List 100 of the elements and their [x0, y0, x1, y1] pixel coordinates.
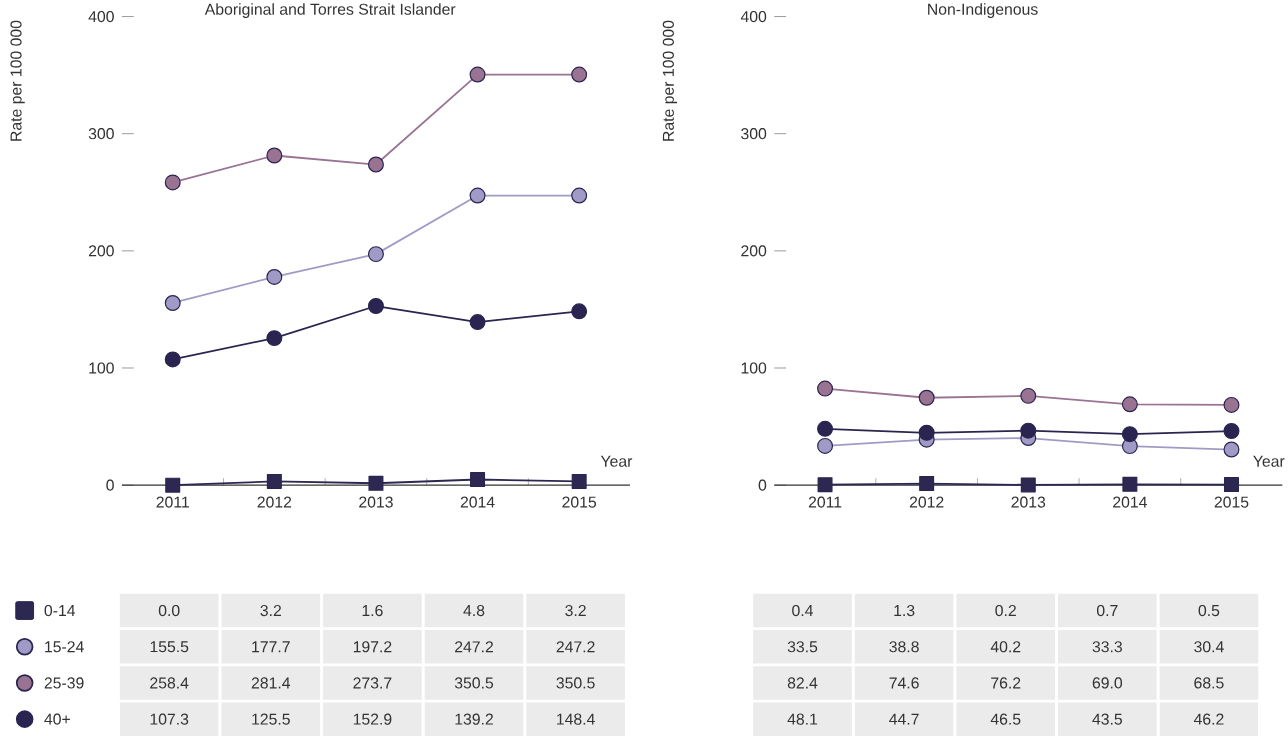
point	[817, 380, 834, 397]
legend-label: 25-39	[44, 677, 84, 689]
point	[367, 156, 384, 173]
point	[1223, 477, 1239, 493]
y-tick-label: 200	[741, 245, 767, 257]
data-label: 43.5	[1092, 713, 1123, 725]
point	[1223, 423, 1240, 440]
point	[919, 476, 935, 492]
point	[164, 351, 181, 368]
chart-title: Non-Indigenous	[928, 3, 1038, 19]
y-tick-label: 200	[88, 245, 114, 257]
x-tick-label: 2015	[1214, 496, 1249, 508]
point	[469, 187, 486, 204]
data-label: 152.9	[353, 713, 392, 725]
data-label: 0.4	[792, 604, 814, 617]
point	[266, 330, 283, 347]
data-label: 0.2	[995, 604, 1016, 617]
y-tick-label: 300	[88, 128, 114, 140]
data-label: 69.0	[1092, 677, 1123, 689]
point	[165, 477, 181, 493]
data-label: 247.2	[455, 641, 493, 653]
data-label: 44.7	[889, 713, 919, 725]
point	[571, 303, 588, 320]
point	[469, 66, 486, 83]
y-tick-label: 400	[88, 11, 114, 23]
point	[817, 420, 834, 437]
point	[367, 298, 384, 315]
data-label: 107.3	[150, 713, 189, 725]
point	[1121, 426, 1138, 443]
point	[817, 477, 833, 493]
data-label: 4.8	[463, 604, 485, 617]
data-label: 273.7	[353, 677, 392, 689]
y-tick-label: 300	[741, 128, 767, 140]
point	[1121, 396, 1138, 413]
data-label: 0.0	[158, 604, 180, 617]
x-tick-label: 2014	[1113, 496, 1147, 508]
data-label: 46.2	[1193, 713, 1224, 725]
data-label: 3.2	[260, 604, 281, 617]
point	[817, 437, 834, 454]
data-label: 0.5	[1198, 604, 1220, 617]
x-tick-label: 2011	[156, 496, 189, 508]
data-label: 139.2	[455, 713, 493, 725]
data-label: 155.5	[150, 641, 189, 653]
legend-label: 0-14	[44, 604, 76, 617]
point	[367, 246, 384, 263]
data-label: 48.1	[787, 713, 818, 725]
point	[1122, 476, 1138, 492]
point	[164, 295, 181, 311]
data-label: 33.5	[787, 641, 818, 653]
point	[1020, 422, 1037, 439]
point	[1020, 387, 1037, 404]
chart-title: Aboriginal and Torres Strait Islander	[204, 3, 456, 19]
data-label: 46.5	[990, 713, 1021, 725]
y-tick-label: 400	[740, 11, 767, 23]
data-label: 281.4	[251, 677, 291, 689]
x-axis-title: Year	[1253, 455, 1285, 467]
point	[266, 269, 283, 285]
x-tick-label: 2014	[460, 496, 495, 508]
data-label: 125.5	[252, 713, 290, 725]
y-axis-title: Rate per 100 000	[10, 20, 25, 141]
point	[918, 389, 935, 406]
y-tick-label: 0	[106, 479, 114, 491]
data-label: 350.5	[454, 677, 494, 689]
data-label: 30.4	[1194, 641, 1224, 653]
x-tick-label: 2012	[257, 496, 292, 508]
data-label: 148.4	[557, 713, 595, 725]
data-label: 82.4	[787, 677, 818, 689]
point	[571, 187, 588, 204]
point	[469, 314, 486, 331]
data-label: 0.7	[1096, 604, 1118, 617]
data-label: 350.5	[556, 677, 595, 689]
legend-label: 40+	[44, 713, 70, 725]
data-label: 177.7	[252, 641, 290, 653]
y-axis-title: Rate per 100 000	[662, 20, 678, 141]
point	[266, 473, 282, 489]
data-label: 74.6	[889, 677, 919, 689]
data-label: 197.2	[353, 641, 392, 653]
point	[918, 424, 935, 441]
point	[571, 66, 588, 83]
data-label: 258.4	[150, 677, 189, 689]
data-label: 1.3	[894, 604, 915, 617]
data-label: 68.5	[1194, 677, 1224, 689]
data-label: 1.6	[362, 604, 383, 617]
data-label: 3.2	[565, 604, 586, 617]
point	[1223, 441, 1240, 458]
x-tick-label: 2012	[909, 496, 944, 508]
y-tick-label: 100	[741, 362, 767, 374]
data-label: 76.2	[991, 677, 1021, 689]
y-tick-label: 0	[758, 479, 767, 491]
data-label: 33.3	[1092, 641, 1122, 653]
data-label: 38.8	[889, 641, 919, 653]
point	[368, 475, 384, 491]
point	[164, 174, 181, 191]
point	[571, 473, 587, 489]
x-tick-label: 2011	[808, 496, 842, 508]
y-tick-label: 100	[89, 362, 114, 374]
x-tick-label: 2015	[562, 496, 597, 508]
legend-label: 15-24	[45, 641, 84, 653]
point	[1020, 477, 1036, 493]
x-tick-label: 2013	[359, 496, 393, 508]
